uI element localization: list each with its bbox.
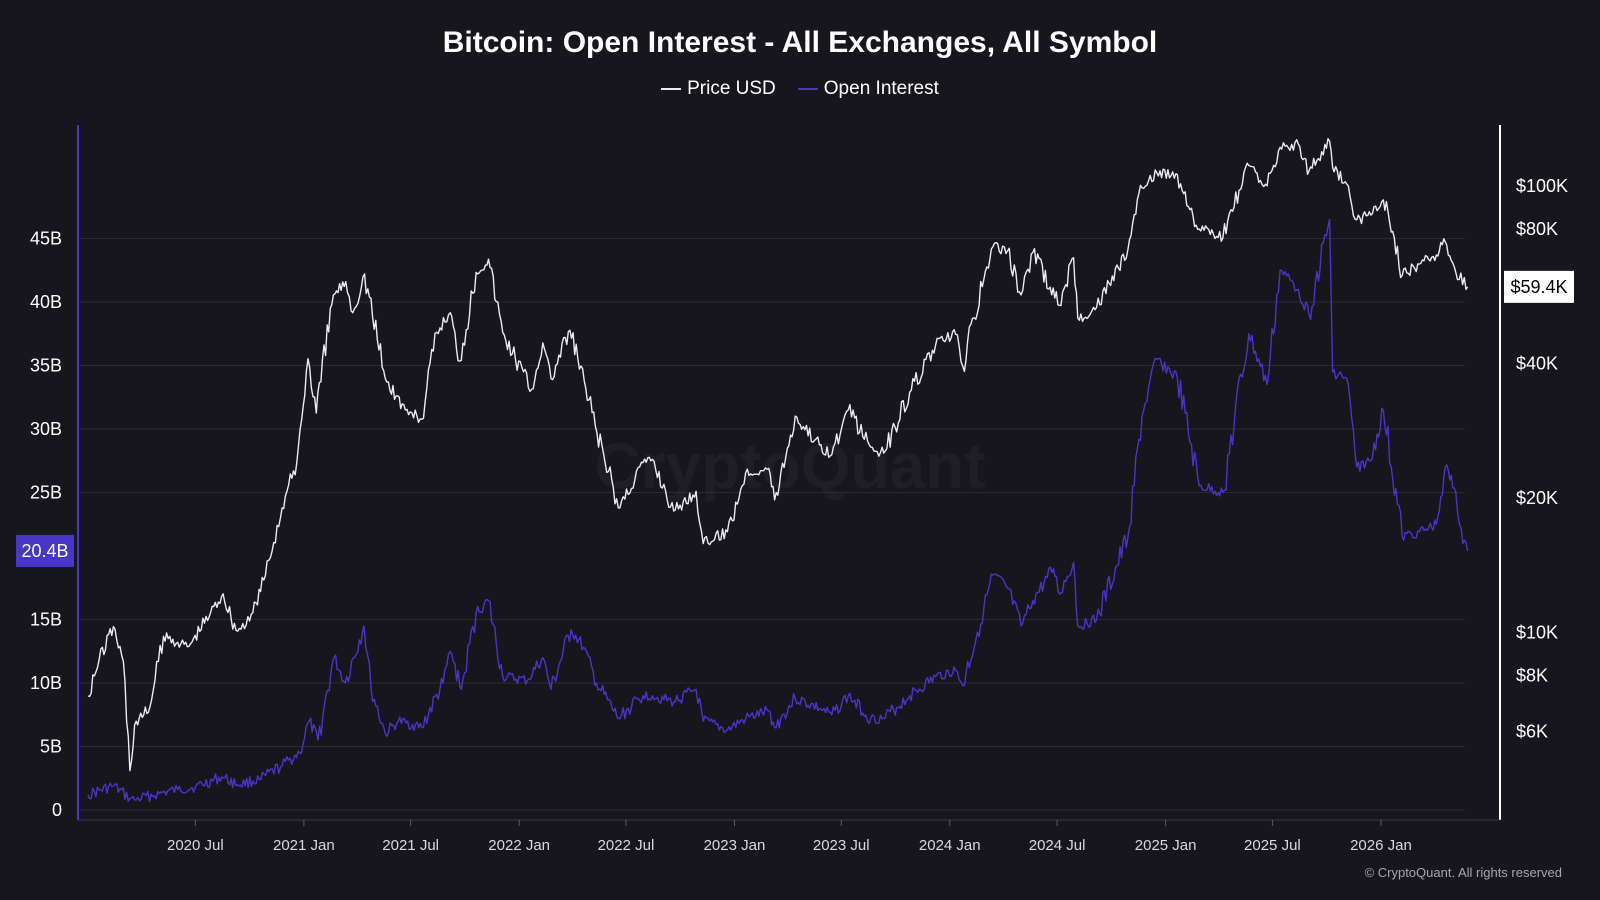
right-tick-label: $80K [1516, 219, 1558, 239]
right-tick-label: $100K [1516, 176, 1568, 196]
price-current-badge [1504, 270, 1574, 303]
right-tick-label: $8K [1516, 666, 1548, 686]
series-layer [87, 138, 1469, 803]
left-tick-label: 25B [30, 483, 62, 503]
price-swatch [661, 88, 682, 90]
x-tick-label: 2026 Jan [1350, 837, 1412, 854]
current-value-badges: 20.4B $59.4K [16, 270, 1574, 567]
x-tick-label: 2021 Jul [382, 837, 439, 854]
x-tick-label: 2025 Jul [1244, 837, 1301, 854]
right-tick-label: $10K [1516, 622, 1558, 642]
right-tick-label: $40K [1516, 354, 1558, 374]
right-tick-label: $20K [1516, 488, 1558, 508]
legend-item-price[interactable]: Price USD [661, 78, 776, 100]
right-tick-label: $6K [1516, 721, 1548, 741]
legend-label-open-interest: Open Interest [823, 78, 939, 99]
legend: Price USD Open Interest [0, 78, 1600, 100]
x-tick-label: 2022 Jul [598, 837, 655, 854]
x-tick-label: 2021 Jan [273, 837, 335, 854]
left-tick-label: 35B [30, 356, 62, 376]
axes [77, 125, 1501, 821]
x-tick-label: 2024 Jul [1029, 837, 1086, 854]
oi-current-badge-label: 20.4B [21, 541, 68, 561]
chart-title: Bitcoin: Open Interest - All Exchanges, … [442, 26, 1158, 59]
left-tick-label: 15B [30, 610, 62, 630]
price-current-badge-label: $59.4K [1510, 277, 1567, 297]
left-tick-label: 45B [30, 229, 62, 249]
x-tick-label: 2023 Jul [813, 837, 870, 854]
x-tick-label: 2020 Jul [167, 837, 224, 854]
left-tick-label: 30B [30, 419, 62, 439]
left-tick-label: 10B [30, 673, 62, 693]
x-axis-ticks: 2020 Jul 2021 Jan 2021 Jul 2022 Jan 2022 Jul… [167, 820, 1412, 854]
left-tick-label: 0 [52, 800, 62, 820]
legend-item-open-interest[interactable]: Open Interest [797, 78, 939, 100]
series-price-line [87, 138, 1469, 772]
x-tick-label: 2024 Jan [919, 837, 981, 854]
x-tick-label: 2025 Jan [1135, 837, 1197, 854]
series-open-interest-line [87, 218, 1469, 803]
open-interest-swatch [797, 88, 818, 90]
copyright: © CryptoQuant. All rights reserved [1364, 865, 1562, 880]
legend-label-price: Price USD [687, 78, 776, 99]
left-tick-label: 5B [40, 737, 62, 757]
left-axis-ticks: 0 5B 10B 15B 25B 30B 35B 40B 45B [30, 229, 62, 821]
x-tick-label: 2022 Jan [488, 837, 550, 854]
x-tick-label: 2023 Jan [704, 837, 766, 854]
left-tick-label: 40B [30, 292, 62, 312]
oi-current-badge [16, 534, 74, 567]
right-axis-ticks: $6K $8K $10K $20K $40K $80K $100K [1516, 176, 1568, 742]
